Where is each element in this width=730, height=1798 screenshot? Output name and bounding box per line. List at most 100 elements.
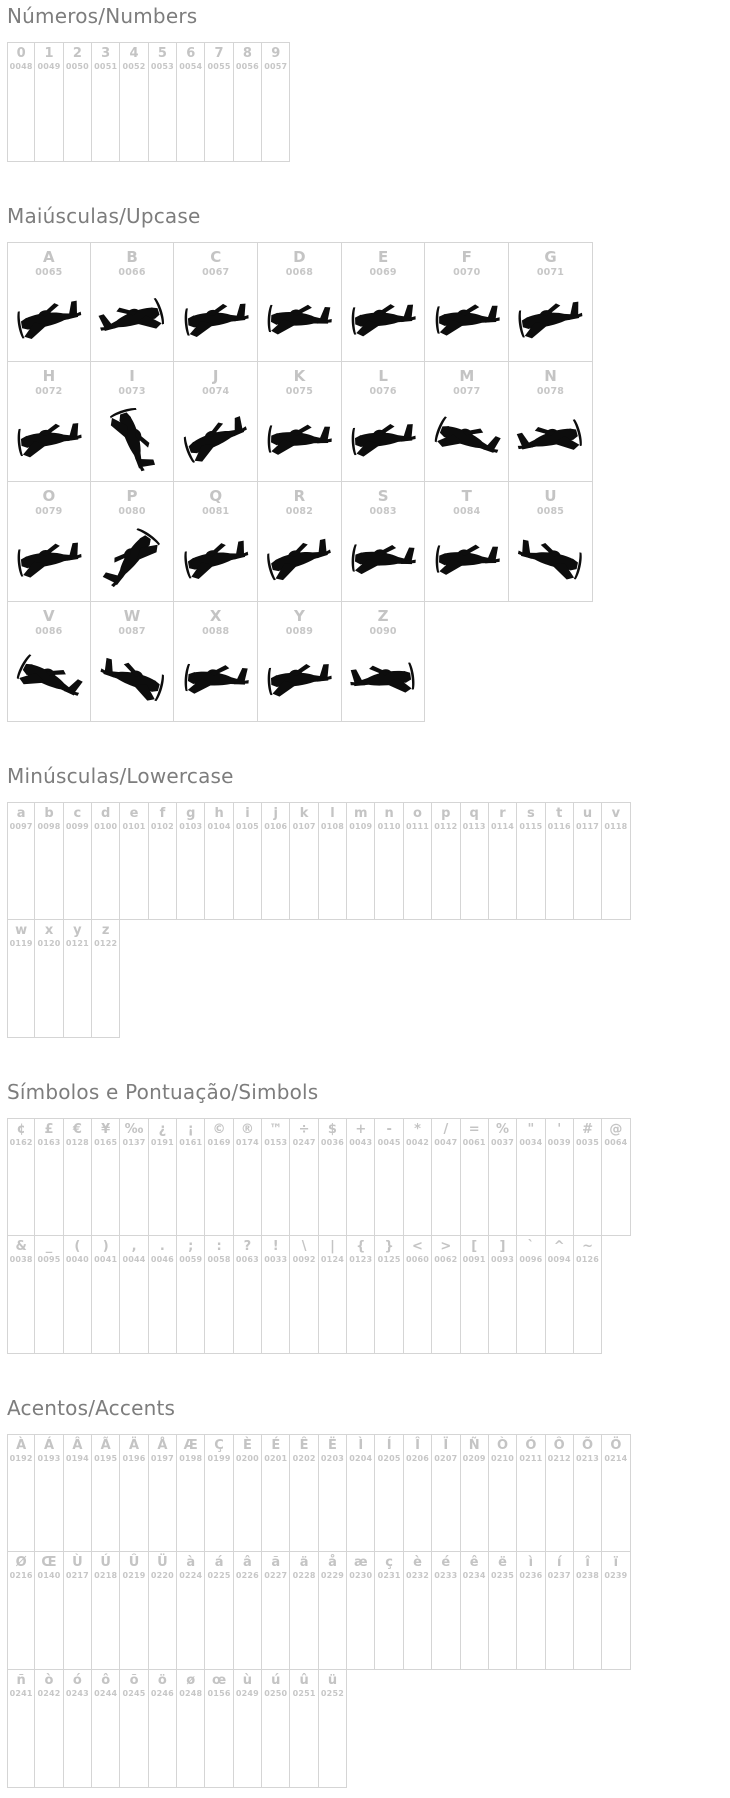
glyph-code: 0085 bbox=[536, 506, 565, 517]
glyph-cell-0055: 7 0055 bbox=[205, 42, 234, 162]
glyph-character: s bbox=[526, 806, 535, 821]
glyph-code: 0196 bbox=[122, 1454, 146, 1463]
glyph-character: i bbox=[245, 806, 250, 821]
glyph-character: ¢ bbox=[16, 1122, 26, 1137]
glyph-character: ü bbox=[327, 1673, 338, 1688]
glyph-cell-0034: " 0034 bbox=[517, 1118, 546, 1236]
glyph-character: b bbox=[44, 806, 54, 821]
glyph-code: 0088 bbox=[202, 626, 230, 637]
glyph-cell-0202: Ê 0202 bbox=[290, 1434, 319, 1552]
glyph-character: ¡ bbox=[187, 1122, 194, 1137]
glyph-code: 0248 bbox=[179, 1689, 203, 1698]
glyph-character: â bbox=[243, 1555, 252, 1570]
glyph-cell-0193: Á 0193 bbox=[35, 1434, 64, 1552]
glyph-character: Ô bbox=[553, 1438, 565, 1453]
glyph-character: Î bbox=[415, 1438, 420, 1453]
glyph-code: 0057 bbox=[264, 62, 288, 71]
glyph-code: 0073 bbox=[118, 386, 146, 397]
glyph-code: 0044 bbox=[122, 1255, 146, 1264]
airplane-icon bbox=[435, 544, 500, 575]
glyph-cell-0125: } 0125 bbox=[375, 1236, 404, 1354]
glyph-code: 0086 bbox=[35, 626, 63, 637]
glyph-image bbox=[174, 279, 257, 361]
glyph-code: 0108 bbox=[320, 822, 344, 831]
glyph-code: 0156 bbox=[207, 1689, 231, 1698]
glyph-cell-0073: I 0073 bbox=[90, 362, 175, 482]
glyph-cell-0161: ¡ 0161 bbox=[177, 1118, 206, 1236]
glyph-code: 0232 bbox=[405, 1571, 430, 1580]
airplane-icon bbox=[517, 418, 583, 450]
glyph-row: A 0065 B 0066 C 0067 D 0068 E 0069 F 0070 G 0071 bbox=[7, 242, 730, 362]
airplane-icon bbox=[100, 657, 164, 701]
glyph-character: k bbox=[299, 806, 309, 821]
glyph-cell-0111: o 0111 bbox=[403, 802, 433, 920]
glyph-cell-0057: 9 0057 bbox=[262, 42, 291, 162]
glyph-cell-0112: p 0112 bbox=[432, 802, 461, 920]
glyph-code: 0140 bbox=[37, 1571, 61, 1580]
glyph-code: 0111 bbox=[405, 822, 430, 831]
glyph-character: Û bbox=[128, 1555, 140, 1570]
glyph-image bbox=[174, 518, 257, 601]
glyph-character: Ü bbox=[157, 1555, 168, 1570]
glyph-cell-0224: à 0224 bbox=[177, 1552, 206, 1670]
glyph-character: P bbox=[126, 487, 138, 505]
glyph-code: 0243 bbox=[65, 1689, 89, 1698]
glyph-cell-0201: É 0201 bbox=[262, 1434, 291, 1552]
glyph-character: 4 bbox=[129, 46, 139, 61]
glyph-cell-0103: g 0103 bbox=[177, 802, 206, 920]
glyph-character: J bbox=[212, 367, 219, 385]
glyph-character: _ bbox=[45, 1239, 53, 1254]
glyph-character: ¿ bbox=[158, 1122, 167, 1137]
glyph-character: U bbox=[544, 487, 557, 505]
glyph-cell-0090: Z 0090 bbox=[341, 602, 426, 722]
glyph-code: 0251 bbox=[292, 1689, 316, 1698]
glyph-code: 0236 bbox=[519, 1571, 543, 1580]
glyph-image bbox=[258, 398, 341, 481]
glyph-cell-0124: | 0124 bbox=[318, 1236, 348, 1354]
glyph-character: n bbox=[384, 806, 394, 821]
glyph-code: 0107 bbox=[292, 822, 316, 831]
glyph-code: 0195 bbox=[94, 1454, 118, 1463]
glyph-character: G bbox=[544, 248, 557, 266]
glyph-image bbox=[342, 518, 425, 601]
glyph-character: í bbox=[556, 1555, 562, 1570]
airplane-icon bbox=[110, 407, 156, 471]
glyph-cell-0126: ~0126 bbox=[573, 1236, 603, 1354]
glyph-code: 0034 bbox=[519, 1138, 543, 1147]
glyph-code: 0200 bbox=[235, 1454, 259, 1463]
glyph-character: l bbox=[330, 806, 335, 821]
glyph-image bbox=[425, 518, 508, 601]
glyph-cell-0094: ^ 0094 bbox=[545, 1236, 574, 1354]
glyph-character: ` bbox=[527, 1239, 535, 1254]
glyph-cell-0038: & 0038 bbox=[7, 1236, 36, 1354]
glyph-cell-0087: W 0087 bbox=[90, 602, 175, 722]
glyph-character: Ø bbox=[15, 1555, 27, 1570]
glyph-cell-0085: U 0085 bbox=[509, 482, 593, 602]
glyph-cell-0250: ú 0250 bbox=[262, 1670, 291, 1788]
glyph-code: 0082 bbox=[285, 506, 314, 517]
glyph-code: 0204 bbox=[349, 1454, 373, 1463]
glyph-cell-0084: T 0084 bbox=[425, 482, 510, 602]
glyph-character: d bbox=[101, 806, 111, 821]
glyph-character: B bbox=[126, 248, 138, 266]
glyph-code: 0048 bbox=[9, 62, 33, 71]
glyph-code: 0216 bbox=[9, 1571, 33, 1580]
glyph-image bbox=[509, 398, 592, 481]
glyph-character: € bbox=[72, 1122, 82, 1137]
glyph-image bbox=[8, 518, 90, 601]
glyph-image bbox=[8, 398, 90, 481]
airplane-icon bbox=[351, 543, 416, 574]
glyph-cell-0068: D 0068 bbox=[258, 242, 342, 362]
glyph-character: : bbox=[216, 1239, 222, 1254]
glyph-character: ~ bbox=[582, 1239, 593, 1254]
glyph-character: Q bbox=[209, 487, 223, 505]
glyph-cell-0062: >0062 bbox=[432, 1236, 461, 1354]
character-map: Números/Numbers 0 0048 1 0049 2 0050 3 0051 4 0052… bbox=[7, 6, 730, 1788]
glyph-cell-0162: ¢ 0162 bbox=[7, 1118, 36, 1236]
glyph-character: å bbox=[328, 1555, 337, 1570]
glyph-character: Z bbox=[377, 607, 389, 625]
glyph-code: 0043 bbox=[349, 1138, 373, 1147]
glyph-code: 0080 bbox=[118, 506, 146, 517]
glyph-row: 0 0048 1 0049 2 0050 3 0051 4 0052 5 0053 6 0054 7 0055… bbox=[7, 42, 730, 162]
glyph-character: [ bbox=[471, 1239, 478, 1254]
